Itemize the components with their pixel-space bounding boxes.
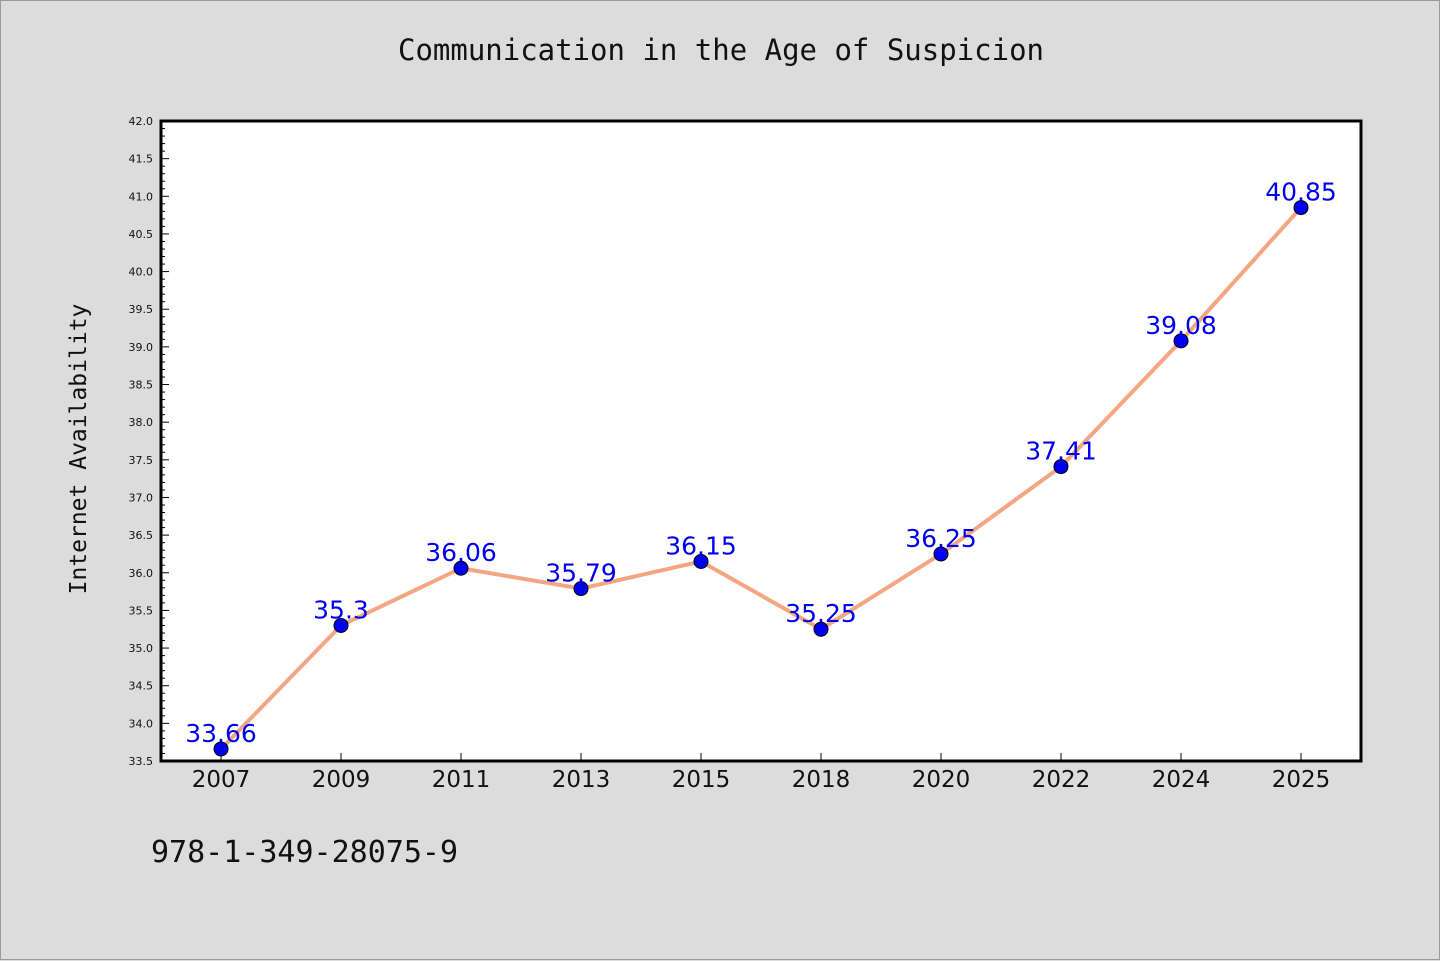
data-label: 36.25 <box>905 524 977 553</box>
data-label: 36.15 <box>665 531 737 560</box>
data-point <box>333 617 349 633</box>
x-tick-label: 2025 <box>1272 767 1331 793</box>
data-label: 37.41 <box>1025 437 1097 466</box>
data-point <box>693 553 709 569</box>
data-point <box>1053 459 1069 475</box>
y-tick-label: 33.5 <box>129 755 154 768</box>
y-tick-label: 40.5 <box>129 228 154 241</box>
y-tick-label: 36.0 <box>129 567 154 580</box>
x-tick-label: 2013 <box>552 767 611 793</box>
x-tick-label: 2015 <box>672 767 731 793</box>
data-point <box>453 560 469 576</box>
y-tick-label: 41.5 <box>129 153 154 166</box>
y-tick-label: 35.5 <box>129 604 154 617</box>
y-tick-label: 40.0 <box>129 266 154 279</box>
data-point <box>1173 333 1189 349</box>
data-label: 35.79 <box>545 559 617 588</box>
y-tick-label: 36.5 <box>129 529 154 542</box>
y-tick-label: 34.0 <box>129 717 154 730</box>
x-tick-label: 2007 <box>192 767 251 793</box>
data-label: 35.3 <box>313 595 369 624</box>
x-tick-label: 2024 <box>1152 767 1211 793</box>
y-tick-label: 41.0 <box>129 190 154 203</box>
data-label: 33.66 <box>185 719 257 748</box>
plot-area <box>159 119 1363 763</box>
x-tick-label: 2009 <box>312 767 371 793</box>
chart-title: Communication in the Age of Suspicion <box>397 33 1044 67</box>
footer-code: 978-1-349-28075-9 <box>151 835 459 870</box>
y-tick-label: 39.0 <box>129 341 154 354</box>
x-tick-label: 2018 <box>792 767 851 793</box>
y-tick-label: 39.5 <box>129 303 154 316</box>
data-point <box>813 621 829 637</box>
x-tick-label: 2020 <box>912 767 971 793</box>
data-point <box>933 546 949 562</box>
x-tick-label: 2022 <box>1032 767 1091 793</box>
y-tick-label: 42.0 <box>129 115 154 128</box>
y-tick-label: 38.5 <box>129 379 154 392</box>
series-line <box>219 205 1303 751</box>
data-label: 40.85 <box>1265 178 1337 207</box>
y-tick-label: 37.5 <box>129 454 154 467</box>
y-tick-label: 37.0 <box>129 491 154 504</box>
data-label: 36.06 <box>425 538 497 567</box>
data-label: 35.25 <box>785 599 857 628</box>
data-point <box>573 581 589 597</box>
data-point <box>1293 200 1309 216</box>
x-tick-label: 2011 <box>432 767 491 793</box>
y-tick-label: 34.5 <box>129 680 154 693</box>
data-point <box>213 741 229 757</box>
data-label: 39.08 <box>1145 311 1217 340</box>
y-tick-label: 38.0 <box>129 416 154 429</box>
y-tick-label: 35.0 <box>129 642 154 655</box>
